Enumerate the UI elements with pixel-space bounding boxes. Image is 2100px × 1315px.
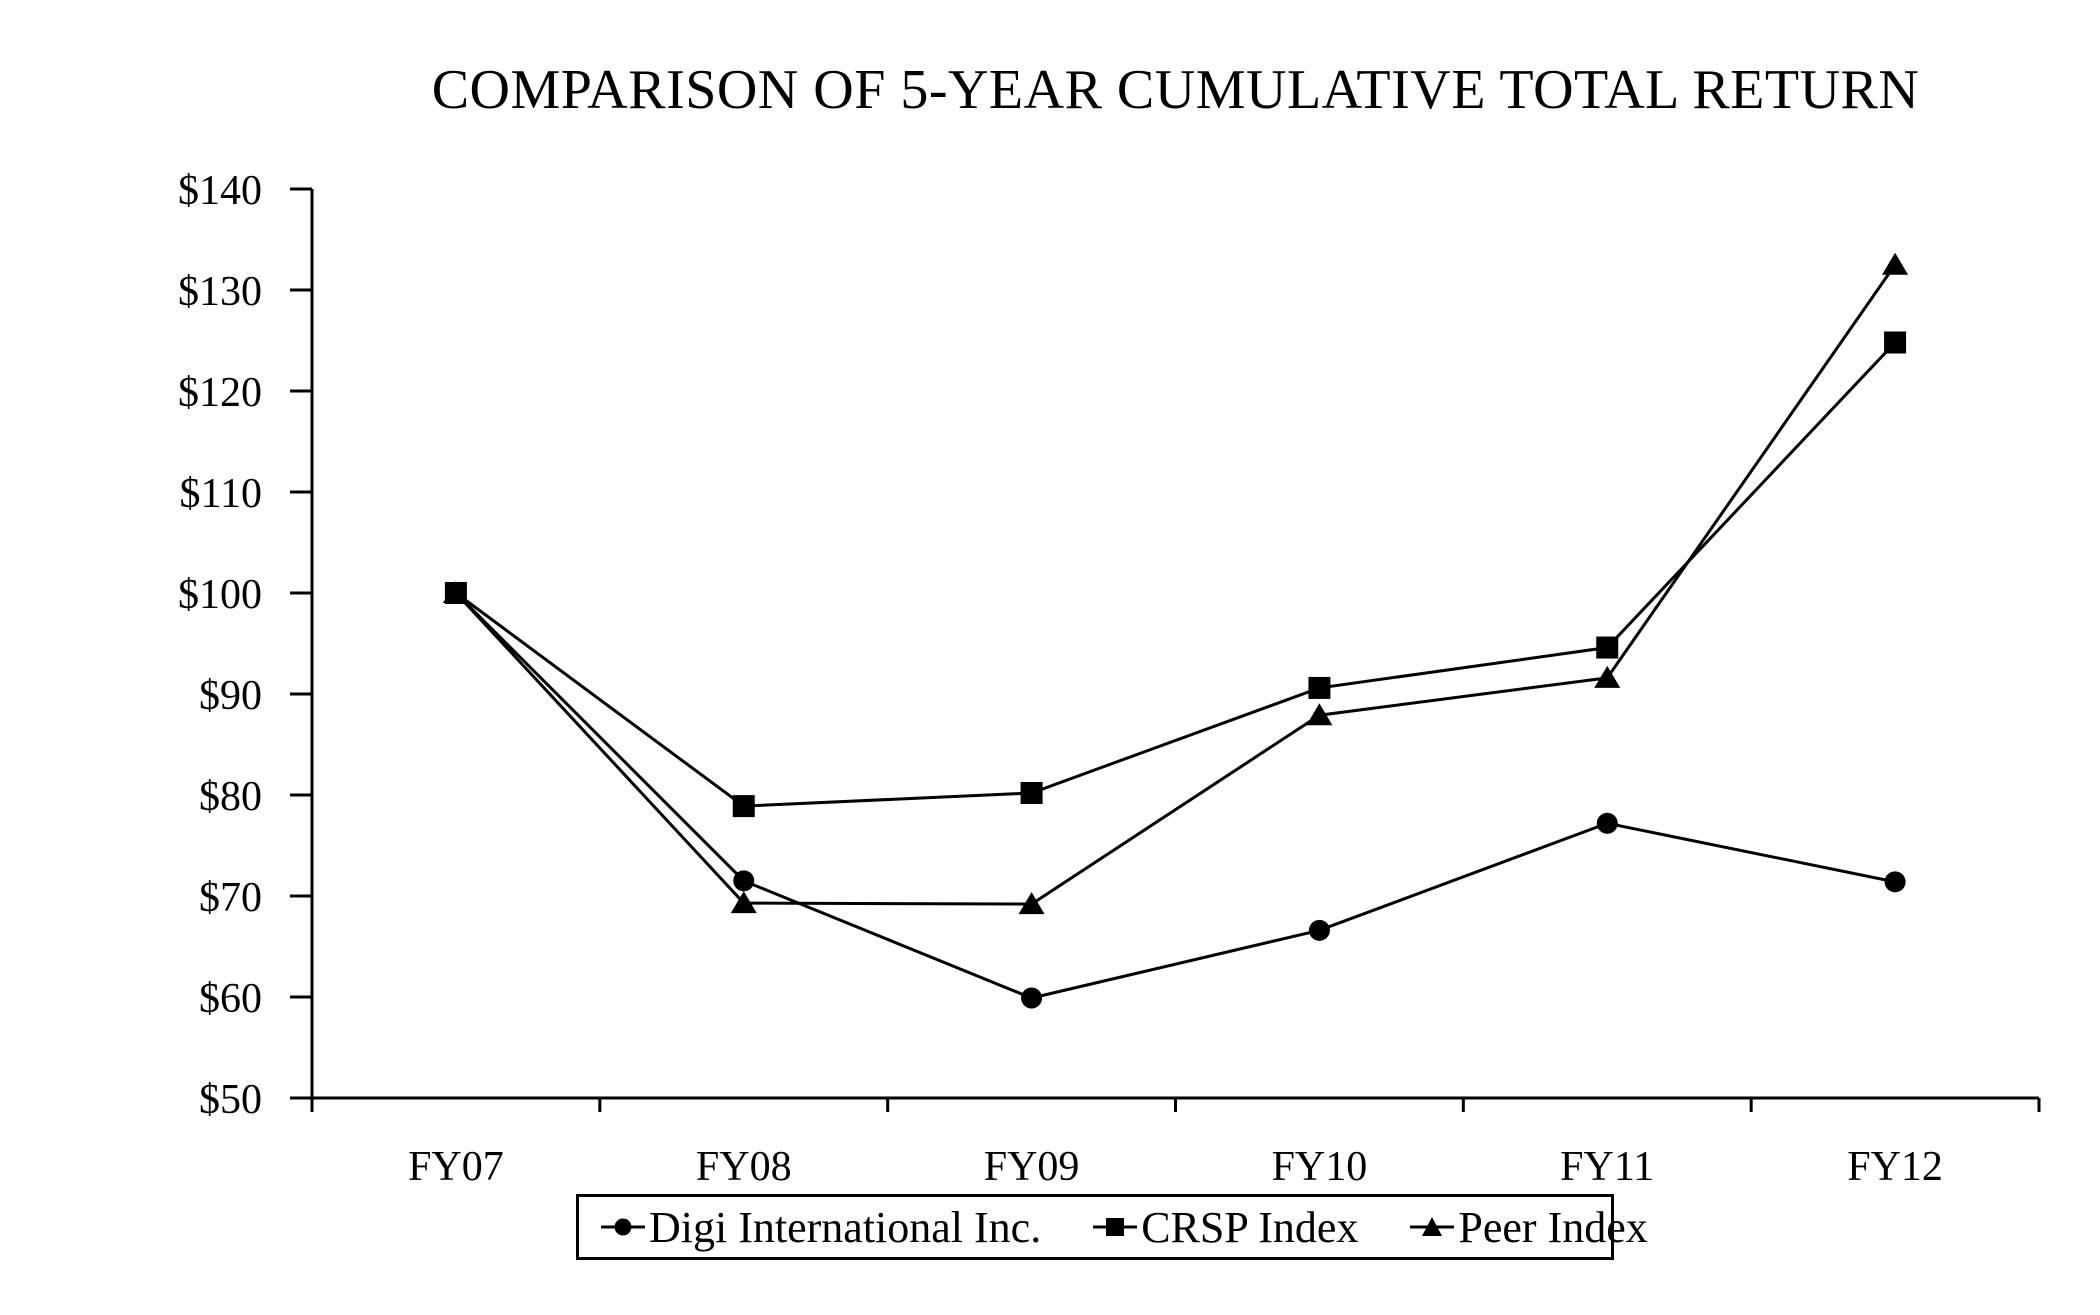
data-point-square bbox=[1596, 636, 1619, 659]
series-line-circle bbox=[454, 591, 1896, 1000]
x-tick-label: FY10 bbox=[1272, 1144, 1368, 1190]
x-tick-label: FY11 bbox=[1560, 1144, 1654, 1190]
data-point-triangle bbox=[730, 891, 757, 914]
series-line-square bbox=[455, 341, 1897, 808]
y-tick-label: $60 bbox=[199, 976, 262, 1022]
y-tick-label: $90 bbox=[199, 673, 262, 719]
chart-legend: Digi International Inc. CRSP Index Peer … bbox=[576, 1194, 1648, 1260]
legend-item-peer: Peer Index bbox=[1410, 1202, 1648, 1253]
data-point-circle bbox=[1596, 812, 1618, 834]
line-triangle-marker-icon bbox=[1410, 1217, 1455, 1236]
data-point-circle bbox=[1021, 987, 1043, 1009]
y-tick-label: $100 bbox=[178, 572, 262, 618]
legend-label-digi: Digi International Inc. bbox=[649, 1202, 1042, 1252]
y-tick-label: $140 bbox=[178, 168, 262, 214]
line-square-marker-icon bbox=[1093, 1218, 1138, 1236]
legend-label-peer: Peer Index bbox=[1458, 1202, 1648, 1252]
data-point-square bbox=[1308, 676, 1331, 699]
chart-title: COMPARISON OF 5-YEAR CUMULATIVE TOTAL RE… bbox=[431, 59, 1920, 121]
x-tick-label: FY09 bbox=[984, 1144, 1080, 1190]
data-point-square bbox=[1020, 781, 1043, 804]
legend-label-crsp: CRSP Index bbox=[1141, 1202, 1359, 1252]
data-point-triangle bbox=[1306, 703, 1333, 726]
y-tick-label: $120 bbox=[178, 370, 262, 416]
y-tick-label: $130 bbox=[178, 269, 262, 315]
data-point-triangle bbox=[1882, 252, 1909, 275]
x-tick-label: FY08 bbox=[696, 1144, 792, 1190]
series-line-triangle bbox=[454, 263, 1897, 906]
data-point-square bbox=[1884, 331, 1907, 354]
data-point-square bbox=[732, 795, 755, 818]
data-point-circle bbox=[1308, 919, 1330, 941]
data-point-triangle bbox=[1594, 665, 1621, 688]
x-tick-label: FY12 bbox=[1847, 1144, 1943, 1190]
legend-item-digi: Digi International Inc. bbox=[601, 1202, 1041, 1253]
y-tick-label: $80 bbox=[199, 774, 262, 820]
x-tick-label: FY07 bbox=[408, 1144, 504, 1190]
y-tick-label: $50 bbox=[199, 1077, 262, 1123]
data-point-triangle bbox=[1018, 892, 1045, 915]
y-tick-label: $110 bbox=[180, 471, 262, 517]
line-circle-marker-icon bbox=[601, 1218, 645, 1236]
legend-item-crsp: CRSP Index bbox=[1093, 1202, 1358, 1253]
y-tick-label: $70 bbox=[199, 875, 262, 921]
data-point-square bbox=[444, 582, 467, 604]
data-point-circle bbox=[733, 870, 755, 892]
data-point-circle bbox=[1884, 871, 1906, 893]
